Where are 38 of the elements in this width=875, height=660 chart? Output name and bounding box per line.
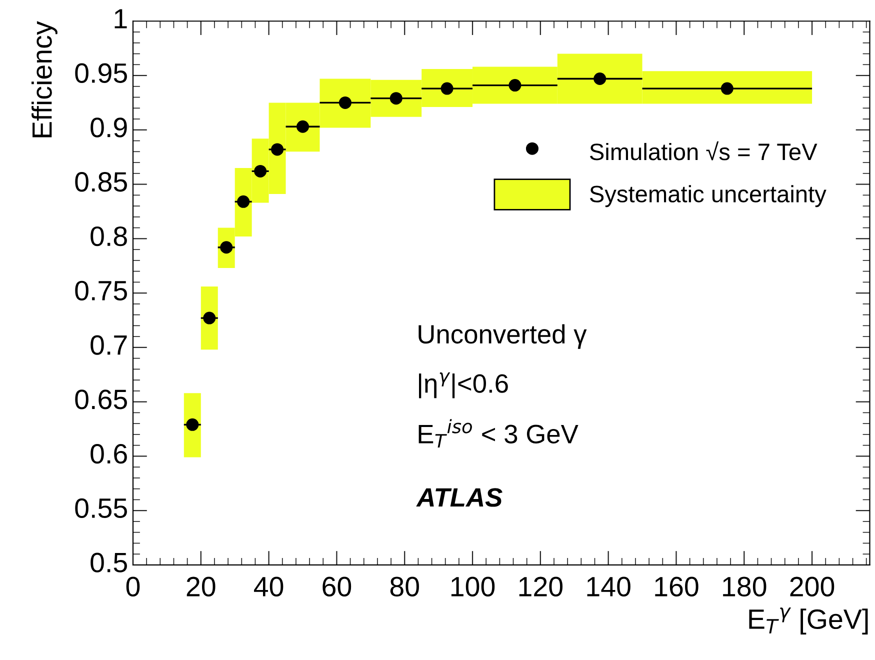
point [186, 418, 199, 431]
x-tick-label: 180 [723, 576, 766, 596]
x-tick-label: 160 [655, 576, 698, 596]
y-tick-label: 0.65 [75, 390, 127, 410]
x-tick-label: 120 [519, 576, 563, 596]
point [237, 195, 250, 208]
annotation: ATLAS [416, 488, 502, 507]
legend-label: Systematic uncertainty [590, 185, 826, 208]
point [508, 79, 522, 92]
y-tick-label: 0.8 [90, 226, 127, 246]
y-tick-label: 0.55 [75, 498, 127, 518]
point [203, 312, 216, 324]
y-tick-label: 0.85 [75, 172, 127, 192]
x-tick-label: 20 [186, 576, 216, 596]
y-tick-label: 1 [114, 9, 127, 28]
x-axis-title: E$_{T}$$^{γ}$ [GeV] [749, 608, 868, 635]
annotation: Unconverted γ [418, 324, 587, 349]
x-tick-label: 60 [322, 576, 352, 596]
y-tick-label: 0.9 [90, 118, 127, 138]
point [271, 143, 284, 156]
x-tick-label: 140 [587, 576, 630, 596]
point [720, 82, 734, 95]
point [254, 164, 267, 178]
x-tick-label: 100 [451, 576, 495, 596]
y-axis-title: Efficiency [32, 21, 58, 138]
annotation: |η$^{γ}$|<0.6 [419, 372, 508, 398]
x-tick-label: 0 [126, 576, 140, 596]
y-tick-label: 0.7 [90, 335, 127, 355]
legend-label: Simulation √s = 7 TeV [590, 141, 818, 160]
point [594, 72, 606, 86]
x-tick-label: 80 [390, 576, 419, 596]
y-tick-label: 0.5 [90, 552, 127, 572]
x-tick-label: 200 [790, 576, 834, 596]
y-tick-label: 0.95 [75, 63, 127, 83]
y-tick-label: 0.75 [75, 280, 127, 300]
annotation: E$_{T}$$^{iso}$ < 3 GeV [418, 419, 578, 448]
y-tick-label: 0.6 [90, 444, 127, 464]
x-tick-label: 40 [254, 576, 284, 596]
